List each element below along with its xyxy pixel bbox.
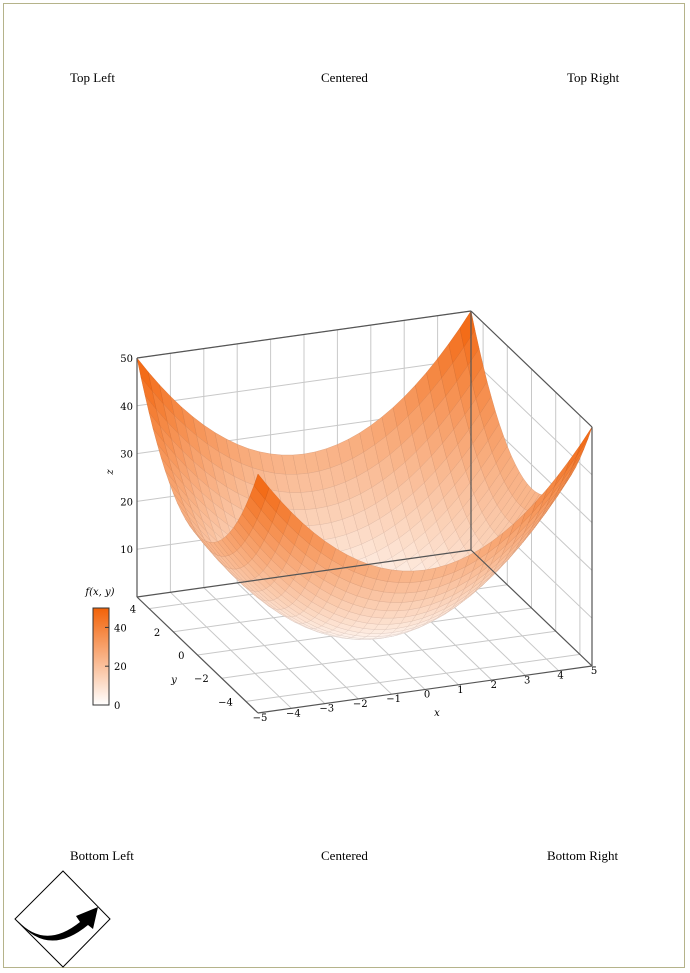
axis-box bbox=[136, 310, 593, 714]
y-tick-label: 4 bbox=[130, 605, 136, 616]
y-tick-label: 2 bbox=[154, 628, 160, 639]
x-tick-label: −2 bbox=[353, 699, 368, 710]
y-axis-label: y bbox=[170, 675, 177, 686]
z-tick-label: 20 bbox=[120, 497, 133, 508]
floor-edge-back bbox=[136, 549, 472, 598]
y-tick-label: −4 bbox=[218, 697, 233, 708]
surface-patch bbox=[253, 473, 270, 500]
footer-right: Bottom Right bbox=[547, 848, 619, 863]
x-tick-label: 3 bbox=[524, 675, 530, 686]
page-frame bbox=[3, 3, 685, 968]
header-center: Centered bbox=[321, 70, 368, 85]
z-axis-label: z bbox=[105, 469, 116, 476]
x-tick-label: 4 bbox=[557, 671, 563, 682]
x-tick-label: 1 bbox=[457, 685, 463, 696]
diamond-arrow-icon bbox=[14, 870, 111, 968]
surface-mesh bbox=[136, 310, 593, 640]
right-wall-gridline-z bbox=[470, 358, 593, 476]
colorbar-ticks: 0 20 40 bbox=[105, 623, 127, 712]
x-tick-label: −5 bbox=[253, 713, 268, 724]
x-axis-label: x bbox=[434, 708, 440, 719]
top-edge-right bbox=[470, 310, 593, 428]
y-tick-label: −2 bbox=[194, 674, 209, 685]
colorbar-tick-label: 0 bbox=[114, 701, 120, 712]
z-tick-label: 10 bbox=[120, 545, 133, 556]
colorbar-tick-label: 40 bbox=[114, 623, 127, 634]
colorbar: f(x, y) 0 20 40 bbox=[84, 587, 126, 712]
z-tick-label: 50 bbox=[120, 354, 133, 365]
x-tick-label: −3 bbox=[319, 704, 334, 715]
top-edge-back bbox=[136, 310, 472, 359]
x-tick-label: 0 bbox=[424, 690, 430, 701]
header-left: Top Left bbox=[70, 70, 115, 85]
z-tick-label: 30 bbox=[120, 450, 133, 461]
surface-patch bbox=[576, 426, 593, 456]
footer-left: Bottom Left bbox=[70, 848, 134, 863]
x-tick-label: −1 bbox=[386, 694, 401, 705]
floor-gridline-y bbox=[245, 653, 580, 702]
back-wall-gridline-z bbox=[136, 358, 472, 407]
x-tick-label: −4 bbox=[286, 708, 301, 719]
y-tick-label: 0 bbox=[178, 651, 184, 662]
colorbar-tick-label: 20 bbox=[114, 662, 127, 673]
z-tick-label: 40 bbox=[120, 402, 133, 413]
x-tick-label: 5 bbox=[591, 666, 597, 677]
header-right: Top Right bbox=[567, 70, 620, 85]
floor-gridline-y bbox=[221, 630, 556, 679]
colorbar-label: f(x, y) bbox=[84, 587, 114, 598]
y-axis-line bbox=[136, 596, 259, 714]
tick-labels: −5 −4 −3 −2 −1 0 1 2 3 4 5 −4 −2 0 2 4 10 20 30 40 50 bbox=[120, 354, 597, 724]
floor-edge-right bbox=[470, 549, 593, 667]
x-axis-line bbox=[257, 665, 593, 714]
colorbar-gradient bbox=[92, 607, 110, 706]
x-tick-label: 2 bbox=[491, 680, 497, 691]
footer-center: Centered bbox=[321, 848, 368, 863]
